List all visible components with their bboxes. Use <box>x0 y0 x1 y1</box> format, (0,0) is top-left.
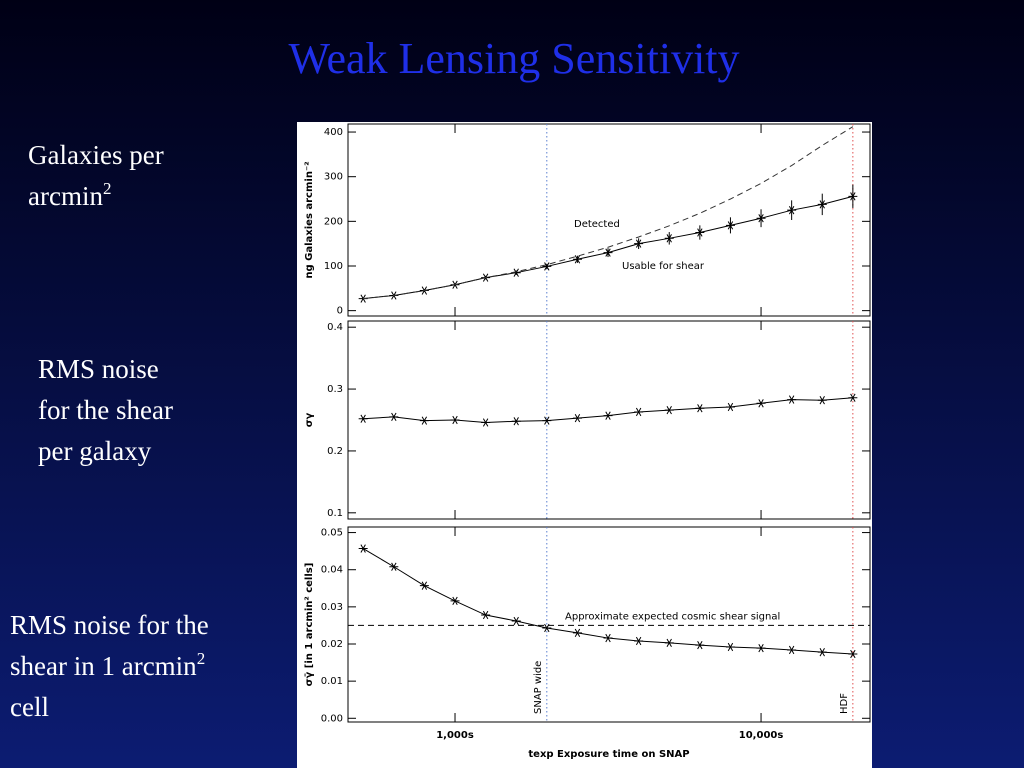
data-point <box>787 206 797 215</box>
plot-frame <box>347 526 871 723</box>
data-point <box>787 645 797 655</box>
y-tick-label: 0 <box>337 306 343 317</box>
data-point <box>817 396 827 405</box>
caption-line: RMS noise for the <box>10 610 209 640</box>
data-point <box>389 562 399 571</box>
data-point <box>695 640 705 650</box>
data-point <box>695 228 705 237</box>
marker-label: SNAP wide <box>533 661 544 714</box>
marker-label: HDF <box>839 693 850 714</box>
data-point <box>634 407 644 417</box>
text-span: Galaxies per <box>28 140 164 170</box>
data-point <box>664 234 674 243</box>
caption-line: shear in 1 arcmin2 <box>10 649 205 681</box>
y-tick-label: 400 <box>324 127 343 138</box>
text-span: arcmin <box>28 181 103 211</box>
data-point <box>450 596 460 606</box>
x-axis-label: texp Exposure time on SNAP <box>528 749 689 760</box>
y-axis-label: ng Galaxies arcmin⁻² <box>304 161 315 278</box>
plot-frame <box>347 320 871 520</box>
y-tick-label: 200 <box>324 216 343 227</box>
y-axis-label: σγ <box>304 413 315 428</box>
plot-frame <box>347 123 871 317</box>
data-point <box>664 638 674 648</box>
caption-line: per galaxy <box>38 436 152 466</box>
data-point <box>511 616 521 626</box>
y-tick-label: 0.04 <box>321 565 343 576</box>
y-tick-label: 0.4 <box>327 322 343 333</box>
y-tick-label: 100 <box>324 261 343 272</box>
x-tick-label: 1,000s <box>436 730 474 741</box>
text-span: shear in 1 arcmin <box>10 651 197 681</box>
data-point <box>695 404 705 413</box>
text-span: cell <box>10 692 49 722</box>
text-span: RMS noise for the <box>10 610 209 640</box>
figure-background <box>297 122 872 768</box>
caption-line: Galaxies per <box>28 140 164 170</box>
series-annotation: Detected <box>574 219 620 230</box>
data-point <box>817 648 827 657</box>
text-span: RMS noise <box>38 354 159 384</box>
data-point <box>450 415 460 425</box>
data-point <box>756 643 766 653</box>
y-tick-label: 0.2 <box>327 446 343 457</box>
reference-label: Approximate expected cosmic shear signal <box>565 611 780 622</box>
caption-line: arcmin2 <box>28 179 111 211</box>
data-point <box>603 633 613 643</box>
data-point <box>664 405 674 415</box>
data-point <box>542 416 552 425</box>
slide-title: Weak Lensing Sensitivity <box>288 34 739 83</box>
data-point <box>572 255 582 264</box>
y-axis-label: σγ̄ [in 1 arcmin² cells] <box>304 563 315 687</box>
data-point <box>542 262 552 271</box>
data-point <box>725 642 735 652</box>
caption-line: cell <box>10 692 49 722</box>
text-span: for the shear <box>38 395 173 425</box>
y-tick-label: 0.01 <box>321 676 343 687</box>
x-tick-label: 10,000s <box>739 730 784 741</box>
caption-line: for the shear <box>38 395 173 425</box>
data-point <box>756 214 766 223</box>
y-tick-label: 0.3 <box>327 384 343 395</box>
series-annotation: Usable for shear <box>622 261 705 272</box>
y-tick-label: 0.03 <box>321 602 343 613</box>
data-point <box>419 416 429 425</box>
y-tick-label: 0.02 <box>321 639 343 650</box>
data-point <box>634 239 644 248</box>
data-point <box>572 628 582 638</box>
data-point <box>634 636 644 646</box>
data-point <box>542 623 552 633</box>
y-tick-label: 0.05 <box>321 528 343 539</box>
data-point <box>481 418 491 427</box>
data-point <box>817 200 827 209</box>
data-point <box>756 399 766 408</box>
data-point <box>419 581 429 590</box>
data-point <box>848 192 858 201</box>
data-point <box>848 649 858 659</box>
text-span: 2 <box>197 649 206 668</box>
data-point <box>358 544 368 553</box>
y-tick-label: 0.1 <box>327 508 343 519</box>
data-point <box>572 413 582 423</box>
data-point <box>511 417 521 426</box>
data-point <box>481 610 491 620</box>
data-point <box>389 412 399 422</box>
text-span: per galaxy <box>38 436 152 466</box>
text-span: 2 <box>103 179 112 198</box>
data-point <box>848 393 858 402</box>
data-point <box>603 248 613 257</box>
data-point <box>787 395 797 404</box>
y-tick-label: 0.00 <box>321 713 343 724</box>
series-line <box>363 126 854 300</box>
y-tick-label: 300 <box>324 172 343 183</box>
data-point <box>358 414 368 423</box>
data-point <box>603 411 613 420</box>
caption-line: RMS noise <box>38 354 159 384</box>
data-point <box>725 221 735 230</box>
data-point <box>725 402 735 412</box>
